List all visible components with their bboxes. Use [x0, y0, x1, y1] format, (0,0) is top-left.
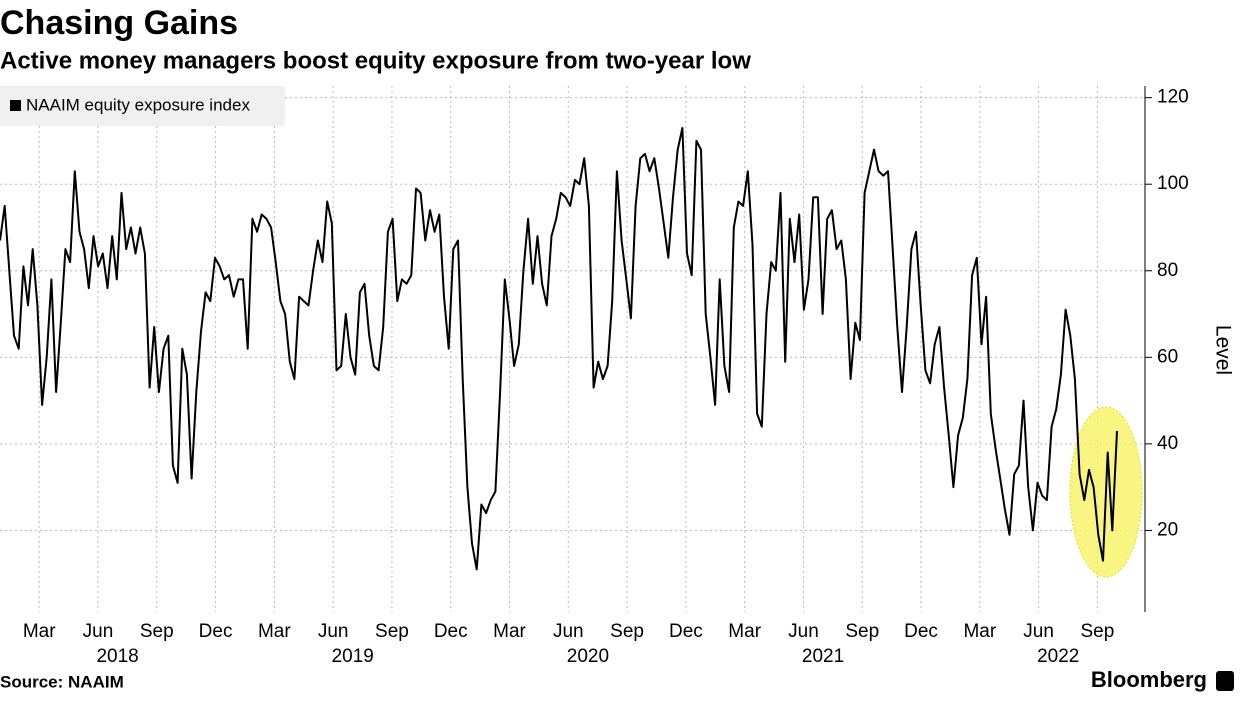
- legend: NAAIM equity exposure index: [0, 86, 285, 126]
- x-tick-label: Sep: [610, 621, 644, 642]
- x-tick-label: Sep: [1080, 621, 1114, 642]
- x-tick-label: Mar: [963, 621, 996, 642]
- year-label: 2018: [96, 646, 138, 667]
- year-label: 2020: [567, 646, 609, 667]
- x-tick-label: Dec: [434, 621, 468, 642]
- x-tick-label: Mar: [493, 621, 526, 642]
- source: Source: NAAIM: [0, 672, 124, 691]
- legend-swatch: [10, 100, 21, 111]
- x-tick-label: Dec: [199, 621, 233, 642]
- year-label: 2019: [332, 646, 374, 667]
- x-tick-label: Jun: [788, 621, 819, 642]
- y-tick-label: 100: [1157, 173, 1189, 194]
- y-axis-label: Level: [1211, 325, 1234, 375]
- x-tick-label: Jun: [553, 621, 584, 642]
- x-tick-label: Jun: [318, 621, 349, 642]
- x-tick-label: Mar: [728, 621, 761, 642]
- y-tick-label: 20: [1157, 519, 1178, 540]
- brand: Bloomberg: [1091, 667, 1207, 692]
- x-tick-label: Sep: [375, 621, 409, 642]
- x-tick-label: Dec: [669, 621, 703, 642]
- brand-icon: [1216, 671, 1234, 691]
- x-tick-label: Sep: [845, 621, 879, 642]
- x-tick-label: Jun: [83, 621, 114, 642]
- x-tick-label: Mar: [23, 621, 56, 642]
- y-tick-label: 120: [1157, 87, 1189, 108]
- data-line: [0, 127, 1118, 571]
- x-tick-label: Sep: [140, 621, 174, 642]
- y-tick-label: 80: [1157, 260, 1178, 281]
- x-tick-label: Dec: [904, 621, 938, 642]
- x-tick-label: Jun: [1023, 621, 1054, 642]
- chart-subtitle: Active money managers boost equity expos…: [0, 47, 751, 74]
- legend-label: NAAIM equity exposure index: [26, 95, 250, 114]
- y-tick-label: 60: [1157, 346, 1178, 367]
- year-label: 2022: [1037, 646, 1079, 667]
- legend-box: [0, 86, 285, 126]
- y-tick-label: 40: [1157, 433, 1178, 454]
- chart-title: Chasing Gains: [0, 4, 238, 42]
- year-label: 2021: [802, 646, 844, 667]
- x-tick-label: Mar: [258, 621, 291, 642]
